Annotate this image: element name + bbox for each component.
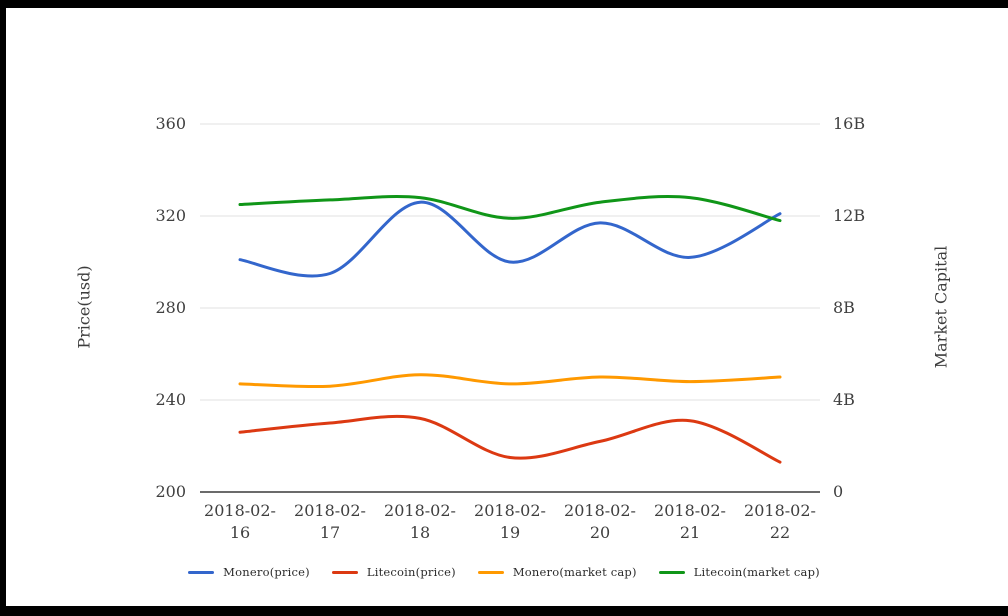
date-label-line2: 18 bbox=[409, 523, 431, 542]
litecoin-price-line-swatch bbox=[331, 570, 358, 574]
date-label: 2018-02- 21 bbox=[643, 500, 737, 544]
date-label-line1: 2018-02- bbox=[654, 501, 726, 520]
marketcap-axis-tick: 12B bbox=[833, 206, 866, 225]
frame-border-bottom bbox=[0, 606, 1008, 616]
price-axis-title: Price(usd) bbox=[74, 265, 94, 349]
date-label-line1: 2018-02- bbox=[474, 501, 546, 520]
marketcap-axis-tick: 0 bbox=[833, 482, 844, 501]
date-label: 2018-02- 18 bbox=[373, 500, 467, 544]
date-label-line2: 22 bbox=[769, 523, 791, 542]
date-label-line1: 2018-02- bbox=[294, 501, 366, 520]
price-axis-tick: 240 bbox=[155, 390, 186, 409]
marketcap-axis-tick: 16B bbox=[833, 114, 866, 133]
monero-market-cap-line[interactable] bbox=[238, 373, 782, 389]
date-label-line2: 16 bbox=[229, 523, 251, 542]
litecoin-marketcap-line-swatch bbox=[658, 570, 685, 574]
legend-item-litecoin-marketcap[interactable]: Litecoin(market cap) bbox=[658, 565, 820, 579]
marketcap-axis-tick: 8B bbox=[833, 298, 855, 317]
date-label: 2018-02- 19 bbox=[463, 500, 557, 544]
date-label-line2: 17 bbox=[319, 523, 341, 542]
date-label: 2018-02- 20 bbox=[553, 500, 647, 544]
legend-label: Monero(market cap) bbox=[512, 565, 637, 579]
legend-label: Litecoin(market cap) bbox=[693, 565, 820, 579]
date-label: 2018-02- 16 bbox=[193, 500, 287, 544]
date-label-line2: 19 bbox=[499, 523, 521, 542]
legend-label: Monero(price) bbox=[223, 565, 310, 579]
monero-marketcap-line-swatch bbox=[477, 570, 504, 574]
monero-price-line-swatch bbox=[188, 570, 215, 574]
marketcap-axis-title: Market Capital bbox=[931, 245, 951, 369]
legend-item-monero-price[interactable]: Monero(price) bbox=[188, 565, 310, 579]
date-label-line1: 2018-02- bbox=[744, 501, 816, 520]
date-label: 2018-02- 17 bbox=[283, 500, 377, 544]
legend-item-monero-marketcap[interactable]: Monero(market cap) bbox=[477, 565, 637, 579]
litecoin-price-line[interactable] bbox=[238, 414, 782, 464]
legend-label: Litecoin(price) bbox=[366, 565, 456, 579]
date-label-line2: 21 bbox=[679, 523, 701, 542]
price-axis-tick: 360 bbox=[155, 114, 186, 133]
date-label-line1: 2018-02- bbox=[384, 501, 456, 520]
marketcap-axis-tick: 4B bbox=[833, 390, 855, 409]
frame-border-top bbox=[0, 0, 1008, 8]
monero-price-line[interactable] bbox=[238, 200, 782, 278]
legend-item-litecoin-price[interactable]: Litecoin(price) bbox=[331, 565, 456, 579]
price-axis-tick: 200 bbox=[155, 482, 186, 501]
frame-border-left bbox=[0, 0, 6, 616]
date-label-line1: 2018-02- bbox=[564, 501, 636, 520]
price-axis-tick: 280 bbox=[155, 298, 186, 317]
price-axis-tick: 320 bbox=[155, 206, 186, 225]
date-label: 2018-02- 22 bbox=[733, 500, 827, 544]
date-label-line1: 2018-02- bbox=[204, 501, 276, 520]
chart-legend: Monero(price) Litecoin(price) Monero(mar… bbox=[0, 565, 1008, 579]
litecoin-market-cap-line[interactable] bbox=[238, 195, 782, 223]
date-label-line2: 20 bbox=[589, 523, 611, 542]
